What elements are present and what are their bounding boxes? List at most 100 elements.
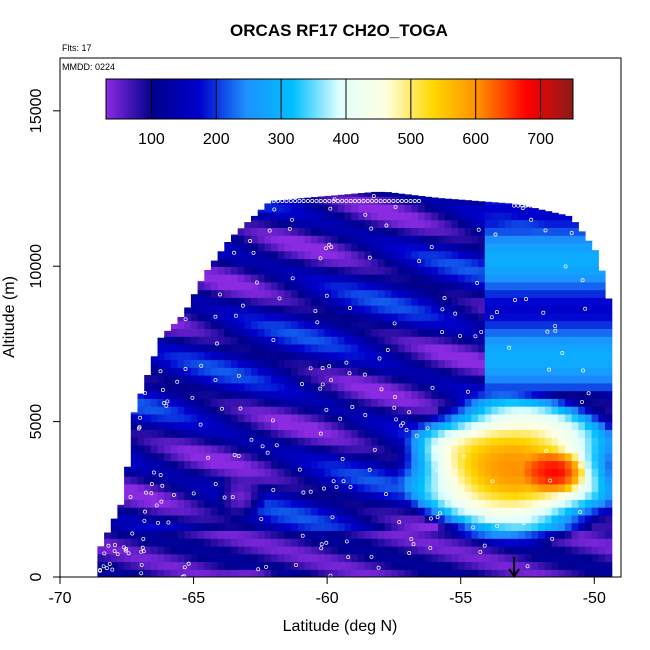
heatmap-cell [471,297,479,306]
heatmap-cell [418,196,426,205]
heatmap-cell [197,429,205,438]
heatmap-cell [578,343,586,353]
heatmap-cell [591,553,599,563]
heatmap-cell [217,336,225,345]
heatmap-cell [371,507,379,516]
heatmap-cell [331,242,339,252]
heatmap-cell [257,211,265,221]
heatmap-cell [357,390,366,399]
heatmap-cell [130,429,139,438]
heatmap-cell [224,499,232,508]
heatmap-cell [224,351,232,361]
heatmap-cell [244,522,252,531]
heatmap-cell [458,219,466,228]
heatmap-cell [411,375,419,384]
heatmap-cell [451,514,459,524]
heatmap-cell [231,460,239,469]
sample-point [260,444,265,449]
heatmap-cell [511,390,519,399]
heatmap-cell [324,351,332,361]
heatmap-cell [251,328,259,337]
heatmap-cell [157,429,165,438]
heatmap-cell [377,413,386,423]
heatmap-cell [271,382,279,392]
heatmap-cell [498,476,506,485]
heatmap-cell [538,274,546,283]
heatmap-cell [291,250,299,260]
heatmap-cell [364,476,372,485]
heatmap-cell [170,421,179,430]
heatmap-cell [571,336,579,345]
heatmap-cell [464,514,472,524]
heatmap-cell [204,444,212,454]
heatmap-cell [411,258,419,267]
heatmap-cell [484,211,493,221]
heatmap-cell [371,444,379,454]
heatmap-cell [424,390,432,399]
heatmap-cell [177,351,185,361]
heatmap-cell [277,258,285,267]
heatmap-cell [317,421,326,430]
sample-point [586,391,591,396]
heatmap-cell [244,328,252,337]
heatmap-cell [170,538,179,547]
heatmap-cell [291,242,299,252]
sample-point [331,479,336,484]
heatmap-cell [124,514,132,524]
heatmap-cell [210,260,219,267]
heatmap-cell [377,429,386,438]
heatmap-cell [538,320,546,329]
heatmap-cell [244,375,252,384]
heatmap-cell [458,553,466,563]
sample-point [540,203,545,208]
heatmap-cell [351,312,359,322]
heatmap-cell [558,281,566,291]
heatmap-cell [337,351,346,361]
heatmap-cell [384,227,392,236]
heatmap-cell [210,413,219,423]
heatmap-cell [471,390,479,399]
heatmap-cell [498,274,506,283]
heatmap-cell [571,266,579,275]
heatmap-cell [190,444,199,454]
sample-point [330,515,335,520]
heatmap-cell [264,421,272,430]
heatmap-cell [571,390,579,399]
heatmap-cell [491,382,499,392]
heatmap-cell [484,289,493,298]
heatmap-cell [411,359,419,368]
heatmap-cell [244,398,252,407]
heatmap-cell [217,530,225,539]
heatmap-cell [297,437,306,446]
heatmap-cell [377,250,386,260]
heatmap-cell [344,289,352,298]
heatmap-cell [277,553,285,563]
heatmap-cell [150,561,159,570]
sample-point [236,373,241,378]
heatmap-cell [571,250,579,260]
sample-point [348,306,352,310]
heatmap-cell [371,561,379,570]
heatmap-cell [464,522,472,531]
heatmap-cell [377,289,386,298]
heatmap-cell [531,569,539,577]
sample-point [541,310,546,315]
heatmap-cell [438,343,446,353]
sample-point [199,363,204,368]
heatmap-cell [324,483,332,493]
heatmap-cell [311,204,319,213]
heatmap-cell [304,514,312,524]
heatmap-cell [471,530,479,539]
heatmap-cell [344,375,352,384]
heatmap-cell [504,530,513,539]
heatmap-cell [231,320,239,329]
heatmap-cell [431,561,439,570]
heatmap-cell [531,328,539,337]
heatmap-cell [277,336,285,345]
heatmap-cell [217,258,225,267]
heatmap-cell [411,367,419,376]
heatmap-cell [397,297,406,306]
heatmap-cell [291,336,299,345]
heatmap-cell [524,227,533,236]
heatmap-cell [584,476,593,485]
